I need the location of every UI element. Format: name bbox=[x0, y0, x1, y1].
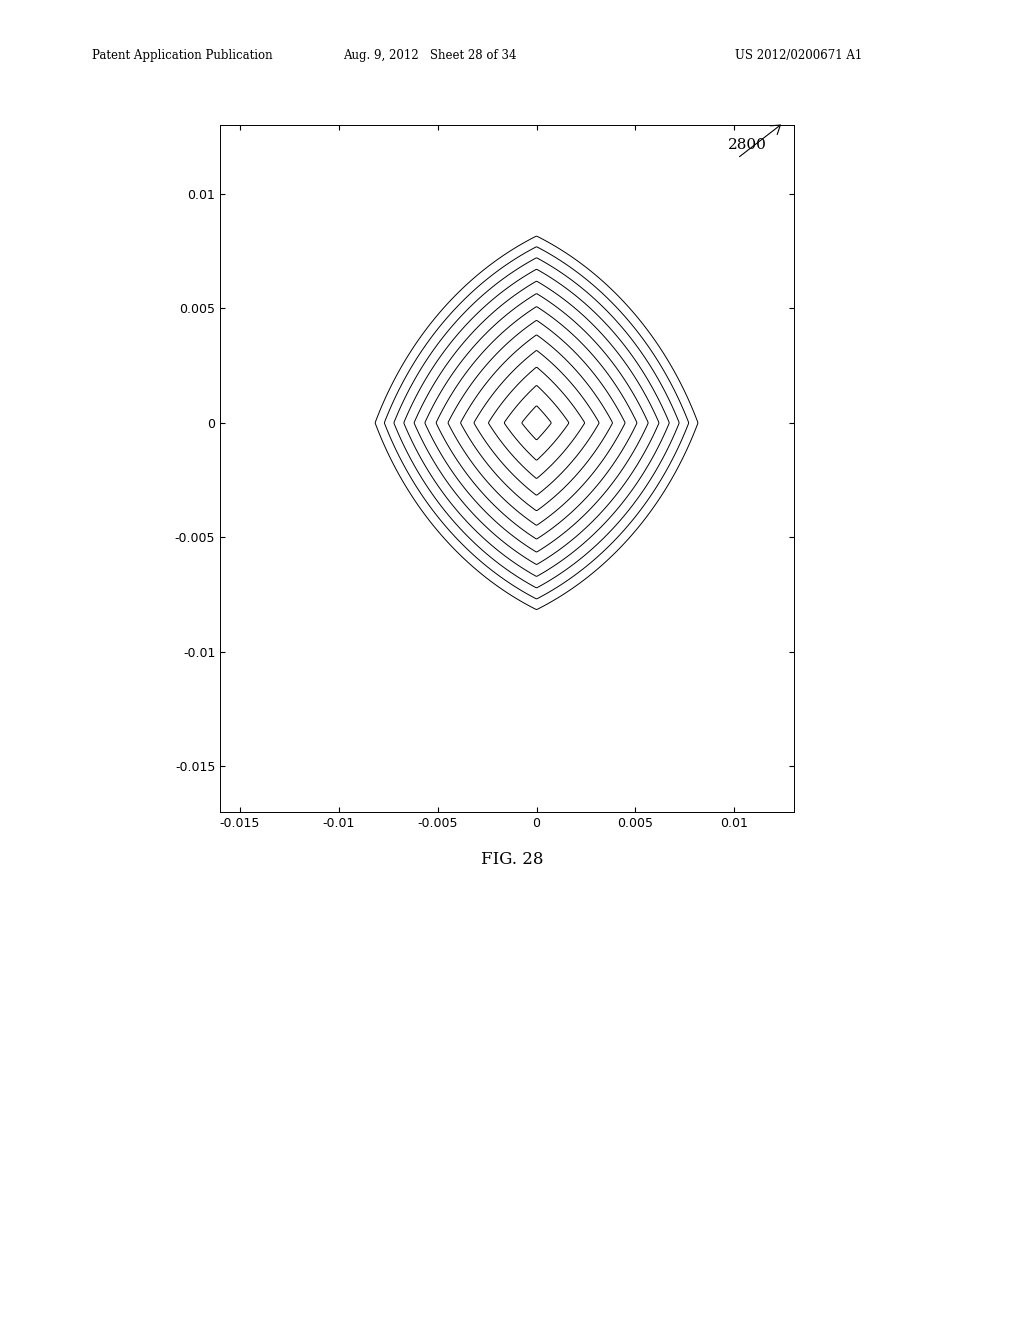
Text: US 2012/0200671 A1: US 2012/0200671 A1 bbox=[735, 49, 862, 62]
Text: 2800: 2800 bbox=[728, 137, 767, 152]
Text: Patent Application Publication: Patent Application Publication bbox=[92, 49, 272, 62]
Text: Aug. 9, 2012   Sheet 28 of 34: Aug. 9, 2012 Sheet 28 of 34 bbox=[343, 49, 517, 62]
Text: FIG. 28: FIG. 28 bbox=[480, 851, 544, 869]
